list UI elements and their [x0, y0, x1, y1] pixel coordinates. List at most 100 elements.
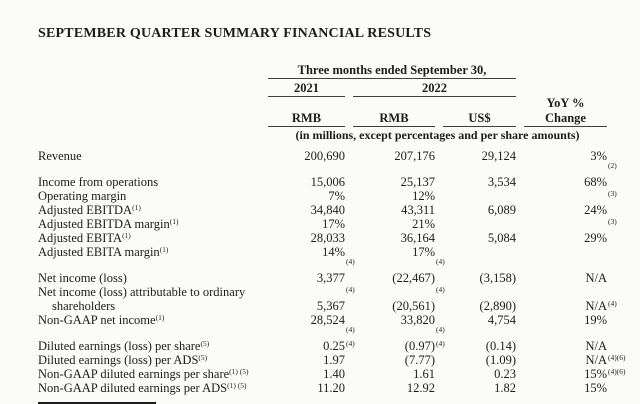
cell-yoy-change: N/A — [585, 339, 607, 353]
cell-rmb-2021: 15,006 — [310, 175, 345, 189]
empty-cell — [524, 79, 607, 97]
table-row: Non-GAAP diluted earnings per share(1) (… — [38, 353, 626, 381]
table-body: Revenue 200,690 207,176 29,124 3% Income from… — [38, 149, 626, 395]
cell-usd-2022: 4,754 — [487, 313, 516, 327]
table-row: Adjusted EBITA margin(1) 14% 17% — [38, 245, 607, 259]
cell-rmb-2021: 28,033 — [310, 231, 345, 245]
empty-cell — [353, 97, 435, 110]
cell-rmb-2021: 17% — [322, 217, 345, 231]
cell-usd-2022: (3,158) — [479, 271, 516, 285]
cell-rmb-2022: (0.97) (4) — [404, 325, 445, 353]
spacer-cell — [38, 327, 607, 339]
row-label: Non-GAAP diluted earnings per ADS(1) (5) — [38, 381, 247, 395]
cell-rmb-2021: 200,690 — [304, 149, 345, 163]
cell-usd-2022: 0.23 — [494, 367, 516, 381]
cell-usd-2022 — [443, 189, 516, 203]
cell-yoy-change — [524, 217, 607, 231]
cell-rmb-2022: 43,311 — [401, 203, 435, 217]
cell-rmb-2022: 33,820 — [400, 313, 435, 327]
cell-rmb-2022: (22,467) (4) — [392, 257, 445, 285]
table-row: Adjusted EBITA(1) 28,033 36,164 5,084 29% (3) — [38, 217, 617, 245]
cell-rmb-2021: 1.97 (4) — [323, 339, 355, 367]
cell-rmb-2022: (7.77) (4) — [404, 339, 445, 367]
cell-usd-2022 — [443, 245, 516, 259]
cell-rmb-2021: 34,840 — [310, 203, 345, 217]
cell-rmb-2021: 11.20 — [317, 381, 345, 395]
units-note: (in millions, except percentages and per… — [295, 128, 580, 142]
cell-usd-2022: (0.14) — [485, 339, 516, 353]
empty-cell — [38, 79, 260, 97]
cell-yoy-change: 3% — [590, 149, 607, 163]
table-header: Three months ended September 30, 2021 20… — [38, 61, 607, 149]
cell-rmb-2022: 12.92 — [406, 381, 435, 395]
cell-rmb-2021: 7% — [328, 189, 345, 203]
yoy-label-row: YoY % — [38, 97, 607, 110]
cell-usd-2022: 1.82 — [494, 381, 516, 395]
cell-usd-2022: (1.09) — [485, 353, 516, 367]
footnote-ref: (1) — [159, 245, 169, 254]
row-label: Income from operations — [38, 175, 159, 189]
footnote-ref: (1) — [132, 203, 141, 212]
cell-usd-2022 — [443, 217, 516, 231]
spacer-cell — [38, 259, 607, 271]
footnote-ref: (1) — [169, 217, 179, 226]
table-row: Non-GAAP diluted earnings per ADS(1) (5)… — [38, 368, 626, 395]
spacer-cell — [38, 163, 607, 175]
row-label: Adjusted EBITDA(1) — [38, 203, 141, 217]
row-label: Non-GAAP diluted earnings per share(1) (… — [38, 367, 249, 381]
spacer-row — [38, 327, 607, 339]
footnote-ref: (1) (5) — [227, 381, 247, 390]
row-label: Net income (loss) attributable to ordina… — [38, 285, 246, 313]
currency-header-row: RMB RMB US$ Change — [38, 110, 607, 127]
table-row: Net income (loss) 3,377 (4) (22,467) (4) (3,1… — [38, 257, 607, 285]
empty-cell — [268, 97, 345, 110]
cell-yoy-change: 19% (4) — [584, 299, 617, 327]
financial-results-table: Three months ended September 30, 2021 20… — [30, 61, 626, 395]
table-row: Adjusted EBITDA margin(1) 17% 21% — [38, 217, 607, 231]
cell-usd-2022: 3,534 — [487, 175, 516, 189]
year-header-row: 2021 2022 — [38, 79, 607, 97]
table-row: Non-GAAP net income(1) 28,524 33,820 4,754 1… — [38, 299, 617, 327]
footnote-ref: (1) — [122, 231, 131, 240]
cell-rmb-2022: 1.61 — [413, 367, 435, 381]
col-header-yoy-change: Change — [524, 110, 607, 127]
cell-yoy-change: N/A — [585, 353, 607, 367]
table-row: Diluted earnings (loss) per share(5) 0.25… — [38, 325, 607, 353]
row-label: Adjusted EBITDA margin(1) — [38, 217, 179, 231]
cell-usd-2022: 6,089 — [487, 203, 516, 217]
row-label: Revenue — [38, 149, 82, 163]
col-header-usd-2022: US$ — [443, 110, 516, 127]
cell-rmb-2021: 28,524 — [310, 313, 345, 327]
table-row: Revenue 200,690 207,176 29,124 3% — [38, 149, 607, 163]
cell-rmb-2022: 25,137 — [400, 175, 435, 189]
cell-usd-2022: 29,124 — [481, 149, 516, 163]
row-label: Adjusted EBITA margin(1) — [38, 245, 169, 259]
period-header: Three months ended September 30, — [268, 61, 516, 79]
cell-yoy-change: N/A — [585, 271, 607, 285]
table-row: Net income (loss) attributable to ordina… — [38, 285, 607, 313]
units-note-row: (in millions, except percentages and per… — [38, 127, 607, 149]
period-header-row: Three months ended September 30, — [38, 61, 607, 79]
year-2022-header: 2022 — [353, 79, 516, 97]
cell-rmb-2022: (20,561) (4) — [392, 285, 445, 313]
cell-rmb-2021: 0.25 (4) — [323, 325, 355, 353]
cell-yoy-change: 68% (2) — [584, 161, 617, 189]
table-row: Operating margin 7% 12% — [38, 189, 607, 203]
cell-rmb-2022: 36,164 — [400, 231, 435, 245]
cell-rmb-2021: 3,377 (4) — [316, 257, 355, 285]
footnote-ref: (5) — [198, 353, 208, 362]
cell-rmb-2021: 14% — [322, 245, 345, 259]
cell-yoy-change: 24% (3) — [584, 189, 617, 217]
table-row: Diluted earnings (loss) per ADS(5) 1.97 (4… — [38, 339, 607, 367]
empty-cell — [524, 61, 607, 79]
cell-yoy-change: 29% (3) — [584, 217, 617, 245]
cell-rmb-2022: 21% — [412, 217, 435, 231]
cell-rmb-2022: 207,176 — [394, 149, 435, 163]
cell-yoy-change: N/A — [585, 299, 607, 313]
cell-rmb-2021: 5,367 (4) — [316, 285, 355, 313]
row-label: Net income (loss) — [38, 271, 127, 285]
cell-yoy-change: 15% (4)(6) — [584, 353, 626, 381]
col-header-rmb-2021: RMB — [268, 110, 345, 127]
cell-usd-2022: (2,890) — [479, 299, 516, 313]
